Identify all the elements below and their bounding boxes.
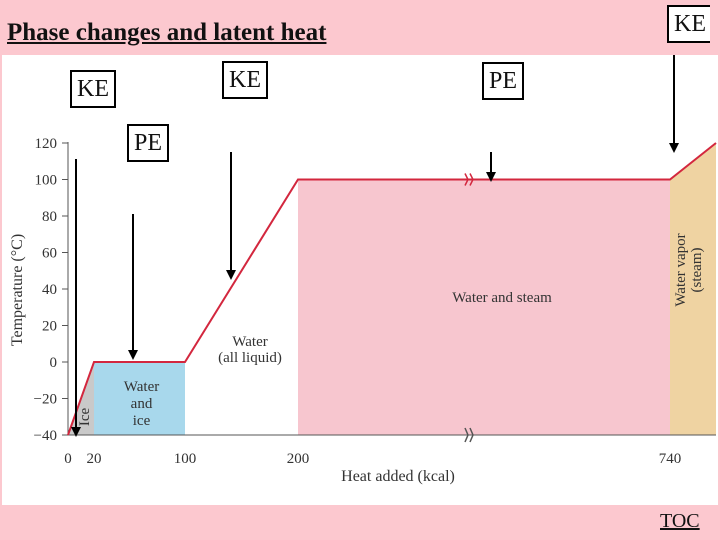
vapor-region: [670, 143, 716, 435]
y-tick-label: 0: [50, 355, 58, 371]
water-label: Water: [232, 334, 267, 350]
arrow-pe-melting-head: [128, 350, 138, 360]
water-steam-region: [298, 179, 670, 435]
arrow-ke-water-head: [226, 270, 236, 280]
x-tick-label: 100: [174, 451, 197, 467]
callout-pe-boiling: PE: [482, 62, 525, 100]
phase-change-chart: −40 −20 0 20 40 60 80 100 120 0 20 100 200 740 Tempera…: [9, 41, 717, 485]
ice-label: Ice: [77, 408, 93, 427]
vapor-label: (steam): [689, 248, 705, 293]
water-ice-label: Water: [124, 379, 159, 395]
y-tick-label: 100: [35, 173, 58, 189]
y-tick-label: 120: [35, 136, 58, 152]
water-ice-label: and: [131, 396, 153, 412]
arrow-pe-boiling-head: [486, 172, 496, 182]
callout-ke-water: KE: [222, 61, 268, 99]
chart-area: −40 −20 0 20 40 60 80 100 120 0 20 100 200 740 Tempera…: [2, 41, 718, 505]
y-tick-label: −20: [34, 392, 57, 408]
y-axis-title: Temperature (°C): [9, 234, 26, 346]
x-tick-label: 0: [64, 451, 72, 467]
vapor-label: Water vapor: [673, 233, 689, 306]
callout-pe-melting: PE: [127, 124, 170, 162]
x-tick-label: 200: [287, 451, 310, 467]
water-steam-label: Water and steam: [452, 290, 552, 306]
callout-ke-ice: KE: [70, 70, 116, 108]
x-tick-label: 740: [659, 451, 682, 467]
arrow-ke-ice-head: [71, 427, 81, 437]
toc-link[interactable]: TOC: [660, 510, 700, 532]
x-tick-label: 20: [87, 451, 102, 467]
water-ice-region: [94, 362, 185, 435]
y-tick-label: 20: [42, 319, 57, 335]
arrow-ke-vapor-head: [669, 143, 679, 153]
x-axis-title: Heat added (kcal): [341, 468, 455, 485]
water-label: (all liquid): [218, 350, 282, 366]
axis-break-top: [464, 173, 474, 186]
y-tick-label: −40: [34, 428, 57, 444]
heating-curve: [67, 142, 717, 436]
slide-title: Phase changes and latent heat: [7, 19, 327, 46]
y-tick-label: 60: [42, 246, 57, 262]
y-tick-label: 80: [42, 209, 57, 225]
water-ice-label: ice: [133, 413, 151, 429]
y-tick-label: 40: [42, 282, 57, 298]
axis-break-bottom: [464, 427, 474, 443]
callout-ke-vapor: KE: [667, 5, 710, 43]
